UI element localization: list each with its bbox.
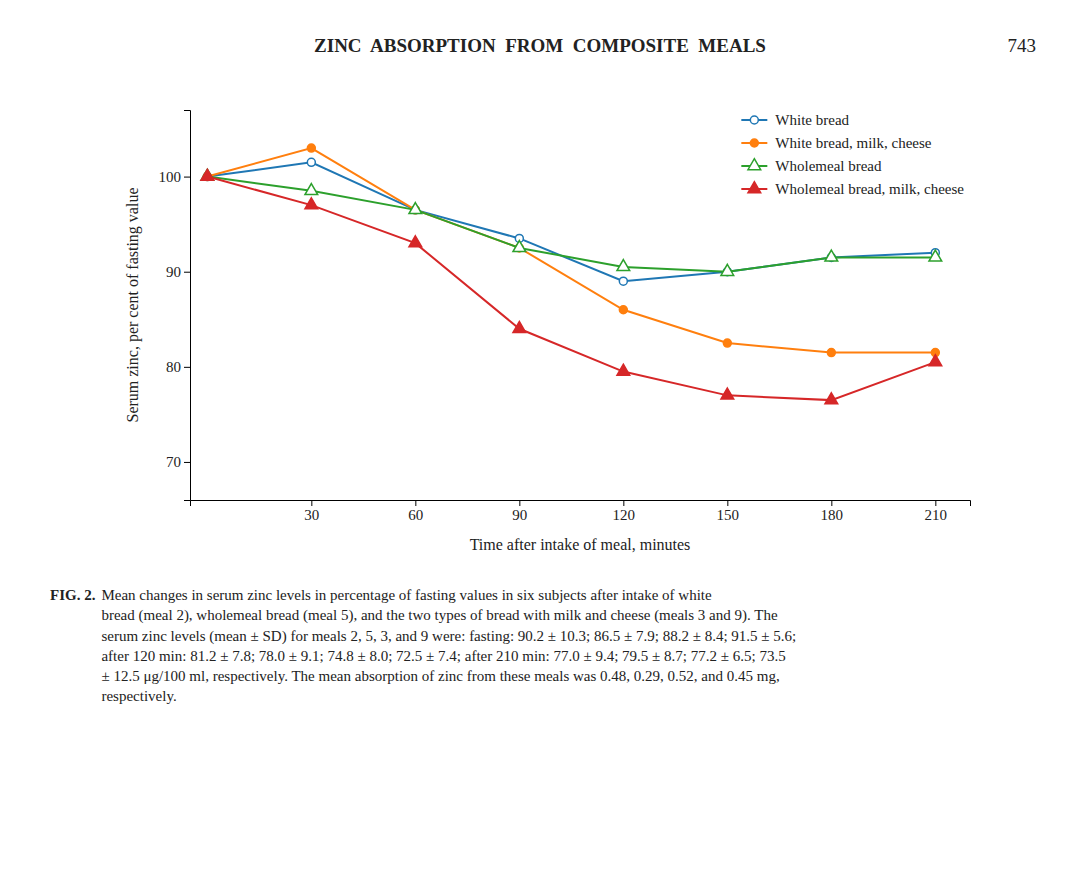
line xyxy=(207,148,935,353)
tick: 120 xyxy=(613,500,636,523)
legend-item: Wholemeal bread xyxy=(741,158,882,174)
legend-symbol xyxy=(748,182,761,193)
point xyxy=(929,355,942,366)
point xyxy=(513,321,526,332)
line xyxy=(207,162,935,281)
y-axis-title: Serum zinc, per cent of fasting value xyxy=(124,187,142,422)
tick-mark xyxy=(184,272,190,273)
point xyxy=(305,184,318,195)
y-axis: 70 80 90 100 xyxy=(159,111,191,501)
tick-label: 90 xyxy=(512,507,527,523)
tick-label: 30 xyxy=(304,507,319,523)
point xyxy=(617,260,630,271)
caption-line: bread (meal 2), wholemeal bread (meal 5)… xyxy=(101,607,777,624)
tick-label: 60 xyxy=(408,507,423,523)
tick-label: 80 xyxy=(166,359,181,375)
point xyxy=(307,158,315,166)
axis-line xyxy=(184,111,191,501)
caption-line: Mean changes in serum zinc levels in per… xyxy=(101,587,712,603)
caption-line: ± 12.5 μg/100 ml, respectively. The mean… xyxy=(101,668,779,684)
point xyxy=(617,364,630,375)
point xyxy=(307,144,315,152)
point xyxy=(827,349,835,357)
point xyxy=(409,203,422,214)
legend-item: Wholemeal bread, milk, cheese xyxy=(741,181,964,197)
legend-symbol xyxy=(748,159,761,170)
tick: 80 xyxy=(166,359,190,375)
caption-line: serum zinc levels (mean ± SD) for meals … xyxy=(101,628,796,645)
caption-label: FIG. 2. xyxy=(50,587,96,603)
tick-mark xyxy=(935,500,936,506)
tick: 210 xyxy=(925,500,948,523)
point xyxy=(201,169,214,180)
chart: ZINC ABSORPTION FROM COMPOSITE MEALS 743 3… xyxy=(0,0,1080,894)
legend: White bread White bread, milk, cheese Whol… xyxy=(741,112,964,197)
x-axis-title: Time after intake of meal, minutes xyxy=(470,536,691,553)
tick-mark xyxy=(184,462,190,463)
tick-label: 100 xyxy=(159,169,182,185)
tick-mark xyxy=(831,500,832,506)
tick-mark xyxy=(184,367,190,368)
tick-label: 70 xyxy=(166,454,181,470)
tick-label: 210 xyxy=(925,507,948,523)
tick-mark xyxy=(311,500,312,506)
point xyxy=(619,277,627,285)
legend-label: Wholemeal bread, milk, cheese xyxy=(775,181,964,197)
tick-label: 150 xyxy=(717,507,740,523)
point xyxy=(929,250,942,261)
point xyxy=(825,393,838,404)
tick-mark xyxy=(727,500,728,506)
tick: 70 xyxy=(166,454,190,470)
caption: FIG. 2. Mean changes in serum zinc levels… xyxy=(50,587,796,704)
title: ZINC ABSORPTION FROM COMPOSITE MEALS xyxy=(314,35,766,56)
tick: 100 xyxy=(159,169,191,185)
tick-mark xyxy=(519,500,520,506)
tick-label: 120 xyxy=(613,507,636,523)
x-axis: 30 60 90 120 150 180 210 xyxy=(191,500,971,523)
axis-line xyxy=(191,501,971,507)
legend-label: Wholemeal bread xyxy=(775,158,882,174)
point xyxy=(619,306,627,314)
point xyxy=(721,388,734,399)
tick-label: 180 xyxy=(821,507,844,523)
tick: 30 xyxy=(304,500,319,523)
caption-line: respectively. xyxy=(101,688,176,704)
legend-symbol xyxy=(750,139,758,147)
tick: 150 xyxy=(717,500,740,523)
caption-line: after 120 min: 81.2 ± 7.8; 78.0 ± 9.1; 7… xyxy=(101,648,785,664)
tick-mark xyxy=(184,177,190,178)
tick: 60 xyxy=(408,500,423,523)
point xyxy=(723,339,731,347)
tick: 180 xyxy=(821,500,844,523)
point xyxy=(201,169,214,180)
legend-label: White bread xyxy=(775,112,849,128)
point xyxy=(721,264,734,275)
point xyxy=(409,236,422,247)
line xyxy=(207,177,935,401)
legend-item: White bread, milk, cheese xyxy=(741,135,932,151)
legend-item: White bread xyxy=(741,112,849,128)
page-number: 743 xyxy=(1008,35,1037,56)
point xyxy=(825,250,838,261)
tick: 90 xyxy=(512,500,527,523)
legend-symbol xyxy=(750,116,758,124)
tick-mark xyxy=(623,500,624,506)
legend-label: White bread, milk, cheese xyxy=(775,135,932,151)
tick-mark xyxy=(415,500,416,506)
tick: 90 xyxy=(166,264,190,280)
point xyxy=(513,241,526,252)
tick-label: 90 xyxy=(166,264,181,280)
point xyxy=(305,198,318,209)
